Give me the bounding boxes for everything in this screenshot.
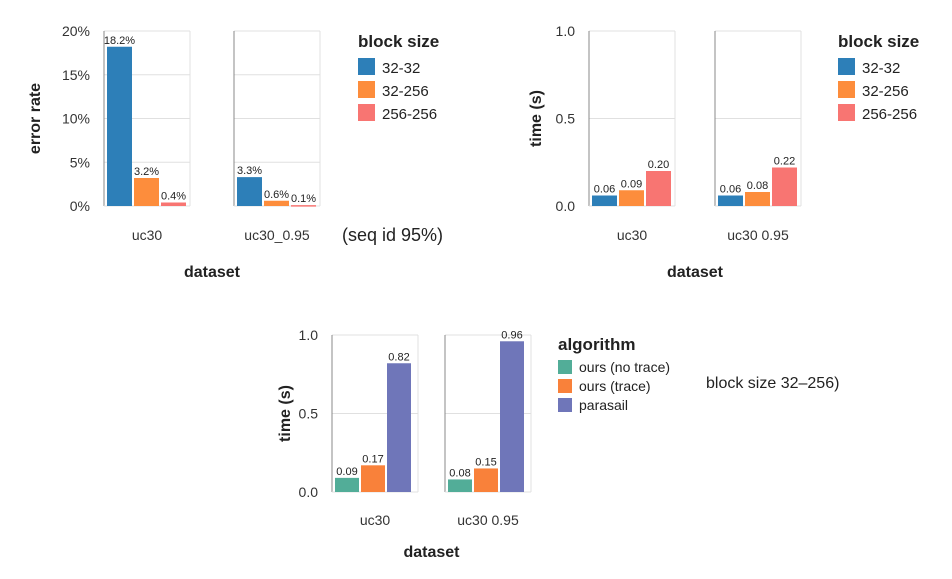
data-label: 0.09 (621, 178, 642, 190)
legend-title: algorithm (558, 335, 635, 354)
data-label: 3.3% (237, 165, 262, 177)
legend-swatch (838, 58, 855, 75)
legend-label: 256-256 (862, 106, 917, 123)
data-label: 0.15 (475, 456, 496, 468)
y-tick-label: 1.0 (299, 327, 319, 343)
data-label: 0.4% (161, 191, 186, 203)
data-label: 0.82 (388, 351, 409, 363)
legend-label: 32-32 (862, 60, 900, 77)
data-label: 0.09 (336, 466, 357, 478)
bar (718, 195, 743, 206)
y-tick-label: 20% (62, 23, 90, 39)
legend-label: ours (trace) (579, 378, 651, 394)
bar (745, 192, 770, 206)
bar (387, 363, 411, 492)
chart-2: 0.0 0.5 1.0 0.06 0.09 0.20 uc30 0.06 0.08 0.22 uc3… (528, 23, 919, 281)
legend-label: 32-256 (862, 83, 909, 100)
y-tick-label: 0.0 (556, 198, 576, 214)
block-size-note: block size 32–256) (706, 375, 839, 392)
bar (619, 190, 644, 206)
legend-swatch (358, 104, 375, 121)
legend-title: block size (838, 32, 919, 51)
legend: block size 32-32 32-256 256-256 (358, 32, 439, 123)
bar (237, 177, 262, 206)
legend-title: block size (358, 32, 439, 51)
x-category-label: uc30 (360, 512, 391, 528)
bar (772, 167, 797, 206)
chart-3: 0.0 0.5 1.0 0.09 0.17 0.82 uc30 0.08 0.15 0.96 uc3… (277, 327, 670, 561)
legend-swatch (358, 81, 375, 98)
data-label: 0.20 (648, 159, 669, 171)
legend-label: 32-256 (382, 83, 429, 100)
y-tick-label: 0.5 (556, 111, 576, 127)
bar (646, 171, 671, 206)
data-label: 0.06 (594, 184, 615, 196)
data-label: 0.6% (264, 189, 289, 201)
y-tick-label: 0.5 (299, 406, 319, 422)
legend: algorithm ours (no trace) ours (trace) para… (558, 335, 670, 413)
data-label: 0.08 (747, 180, 768, 192)
legend-swatch (558, 360, 572, 374)
seq-id-note: (seq id 95%) (342, 225, 443, 245)
legend-swatch (558, 379, 572, 393)
bar (500, 341, 524, 492)
bar (291, 205, 316, 207)
legend-label: parasail (579, 397, 628, 413)
bar (335, 477, 359, 492)
x-category-label: uc30 0.95 (727, 227, 789, 243)
bar (107, 46, 132, 206)
legend: block size 32-32 32-256 256-256 (838, 32, 919, 123)
data-label: 0.1% (291, 193, 316, 205)
bar (161, 202, 186, 206)
x-axis-title: dataset (667, 264, 724, 281)
x-category-label: uc30_0.95 (244, 227, 310, 243)
legend-label: ours (no trace) (579, 359, 670, 375)
data-label: 0.96 (501, 329, 522, 341)
bar (474, 468, 498, 492)
y-tick-label: 0.0 (299, 484, 319, 500)
y-tick-label: 10% (62, 111, 90, 127)
y-tick-label: 5% (70, 154, 90, 170)
data-label: 0.06 (720, 184, 741, 196)
x-axis-title: dataset (403, 544, 460, 561)
x-category-label: uc30 0.95 (457, 512, 519, 528)
y-axis-title: time (s) (528, 90, 545, 147)
bar (134, 178, 159, 206)
x-category-label: uc30 (132, 227, 163, 243)
x-category-label: uc30 (617, 227, 648, 243)
legend-swatch (558, 398, 572, 412)
data-label: 0.17 (362, 453, 383, 465)
data-label: 0.08 (449, 467, 470, 479)
legend-label: 32-32 (382, 60, 420, 77)
legend-swatch (358, 58, 375, 75)
chart-1: 0% 5% 10% 15% 20% 18.2% 3.2% 0.4% uc30 3.3%0.6% 0.… (27, 23, 439, 281)
bar (264, 200, 289, 206)
data-label: 18.2% (104, 35, 135, 47)
bar (448, 479, 472, 492)
data-label: 0.22 (774, 156, 795, 168)
y-tick-label: 15% (62, 67, 90, 83)
y-axis-title: time (s) (277, 385, 294, 442)
y-tick-label: 1.0 (556, 23, 576, 39)
y-axis-title: error rate (27, 83, 44, 154)
y-tick-label: 0% (70, 198, 90, 214)
legend-label: 256-256 (382, 106, 437, 123)
legend-swatch (838, 104, 855, 121)
data-label: 3.2% (134, 166, 159, 178)
x-axis-title: dataset (184, 264, 241, 281)
bar (592, 195, 617, 206)
bar (361, 465, 385, 492)
legend-swatch (838, 81, 855, 98)
